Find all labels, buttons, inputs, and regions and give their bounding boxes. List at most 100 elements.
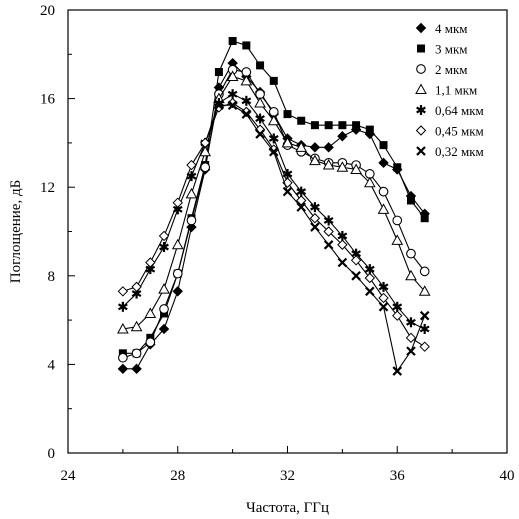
data-point [200, 162, 211, 173]
legend-label: 3 мкм [435, 42, 468, 57]
legend-label: 0,32 мкм [435, 144, 484, 159]
data-point [255, 113, 265, 124]
series-7 [214, 100, 430, 376]
data-point [377, 203, 390, 214]
data-point [392, 301, 403, 312]
legend-label: 0,45 мкм [435, 124, 484, 139]
legend-item: 3 мкм [417, 42, 468, 57]
data-point [226, 70, 239, 81]
data-point [350, 163, 362, 174]
data-point [172, 268, 183, 279]
data-point [379, 141, 388, 150]
data-point [186, 159, 197, 171]
data-point [171, 238, 184, 250]
series-3 [118, 64, 430, 363]
data-point [309, 213, 321, 224]
data-point [350, 255, 362, 266]
data-point [337, 257, 348, 268]
legend-label: 0,64 мкм [435, 103, 484, 118]
y-tick-label: 20 [40, 3, 55, 19]
data-point [338, 121, 347, 130]
x-tick-label: 24 [61, 468, 77, 484]
x-tick-label: 28 [170, 468, 185, 484]
legend-item: 4 мкм [415, 21, 468, 36]
legend-item: 2 мкм [416, 62, 468, 77]
data-point [256, 61, 265, 70]
data-point [158, 283, 170, 294]
data-point [378, 302, 389, 312]
data-point [240, 74, 253, 86]
data-point [296, 202, 306, 212]
y-tick-label: 12 [40, 180, 55, 196]
data-point [131, 363, 142, 375]
data-point [337, 230, 348, 241]
data-point [351, 271, 361, 281]
y-tick-label: 16 [40, 92, 56, 108]
legend-marker [416, 146, 426, 156]
legend-marker [415, 83, 427, 94]
data-point [392, 310, 403, 321]
data-point [324, 121, 333, 130]
data-point [365, 125, 374, 134]
data-point [378, 281, 389, 292]
data-point [406, 248, 416, 259]
data-point [392, 366, 403, 376]
legend-marker [416, 64, 426, 74]
data-point [336, 161, 349, 172]
series-6 [117, 97, 430, 352]
data-point [242, 41, 251, 50]
data-point [117, 363, 129, 375]
series-layer [117, 37, 431, 376]
legend: 4 мкм 3 мкм 2 мкм 1,1 мкм 0,64 мкм 0,45 мкм 0,… [415, 21, 484, 159]
data-point [227, 100, 238, 111]
data-point [117, 322, 129, 334]
data-point [269, 76, 278, 85]
data-point [419, 341, 430, 352]
data-point [118, 352, 128, 363]
legend-item: 0,32 мкм [416, 144, 484, 159]
data-point [267, 114, 280, 126]
data-point [255, 129, 265, 139]
data-point [159, 304, 169, 314]
x-tick-label: 36 [390, 468, 406, 484]
data-point [185, 187, 198, 199]
data-point [363, 176, 376, 188]
legend-marker [415, 22, 427, 34]
legend-label: 2 мкм [435, 62, 468, 77]
data-point [172, 197, 183, 208]
data-point [418, 285, 431, 296]
legend-item: 0,64 мкм [416, 103, 484, 118]
y-tick-label: 0 [48, 446, 56, 462]
data-point [406, 317, 416, 328]
legend-label: 1,1 мкм [435, 83, 477, 98]
data-point [406, 196, 415, 205]
legend-item: 1,1 мкм [415, 83, 477, 98]
x-tick-label: 40 [500, 468, 515, 484]
axes: 24 28 32 36 40 0 4 8 12 16 20 [40, 3, 515, 484]
data-point [405, 332, 417, 344]
data-point [309, 154, 321, 166]
data-point [117, 301, 128, 312]
data-point [159, 242, 169, 253]
data-point [420, 214, 429, 223]
data-point [268, 133, 279, 144]
data-point [323, 142, 334, 153]
data-point [241, 95, 252, 106]
data-point [241, 109, 252, 119]
data-point [337, 131, 348, 142]
data-point [392, 215, 403, 226]
legend-marker [415, 125, 427, 136]
data-point [214, 100, 224, 111]
y-tick-label: 8 [48, 269, 56, 285]
legend-item: 0,45 мкм [415, 124, 484, 139]
data-point [352, 121, 361, 130]
data-point [310, 121, 319, 130]
data-point [337, 239, 348, 250]
data-point [296, 195, 307, 206]
data-point [117, 286, 129, 297]
data-point [172, 286, 183, 297]
data-point [295, 141, 308, 152]
data-point [130, 320, 143, 332]
data-point [322, 159, 335, 170]
